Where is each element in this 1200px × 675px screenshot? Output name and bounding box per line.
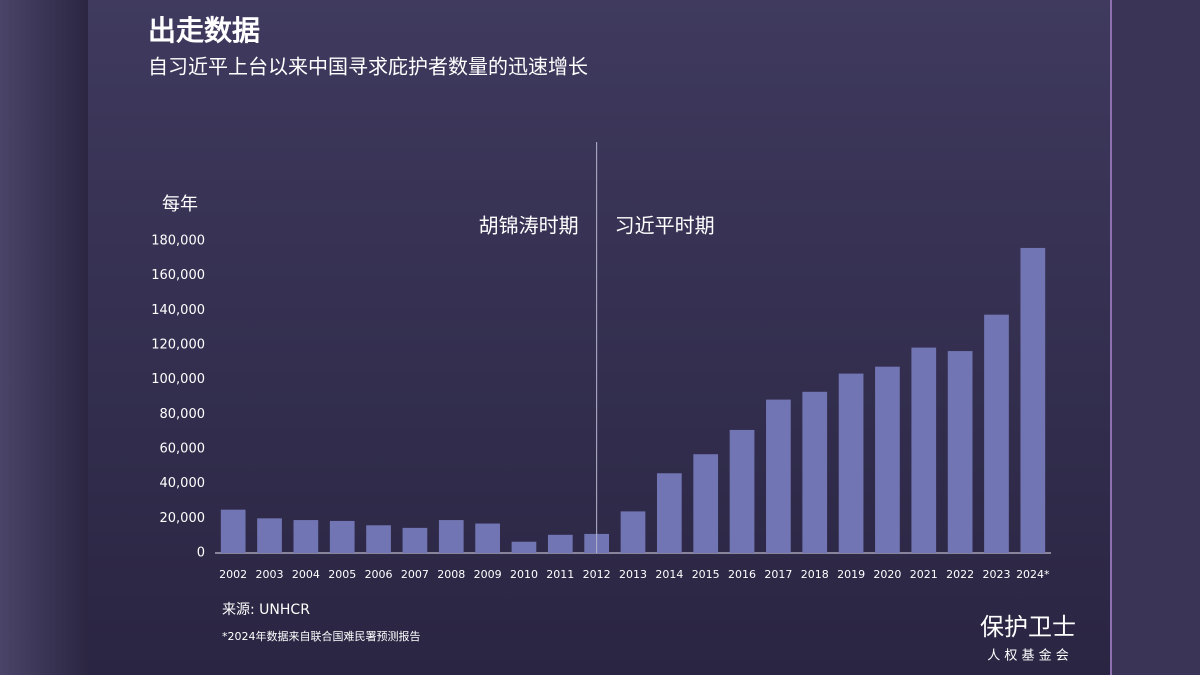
y-tick-label: 0 [197, 546, 205, 561]
y-tick-label: 40,000 [160, 476, 206, 491]
bar [366, 525, 391, 553]
x-tick-label: 2022 [946, 568, 974, 581]
x-tick-label: 2016 [728, 568, 756, 581]
x-tick-label: 2014 [655, 568, 683, 581]
x-tick-label: 2004 [292, 568, 320, 581]
x-tick-label: 2020 [873, 568, 901, 581]
bar [911, 347, 937, 553]
bar [802, 391, 828, 553]
x-tick-label: 2015 [692, 568, 720, 581]
x-tick-label: 2011 [546, 568, 574, 581]
side-panel [1112, 0, 1200, 675]
bar [402, 527, 428, 553]
bar [984, 314, 1009, 553]
x-tick-label: 2019 [837, 568, 865, 581]
x-tick-label: 2013 [619, 568, 647, 581]
chart-title: 出走数据 [148, 14, 260, 47]
bar [693, 454, 719, 553]
x-tick-label: 2021 [910, 568, 938, 581]
y-tick-label: 180,000 [151, 234, 205, 249]
x-tick-label: 2006 [365, 568, 393, 581]
bar [511, 541, 537, 553]
x-tick-label: 2008 [437, 568, 465, 581]
footnote: *2024年数据来自联合国难民署预测报告 [222, 629, 421, 643]
chart-subtitle: 自习近平上台以来中国寻求庇护者数量的迅速增长 [148, 55, 588, 79]
bar [257, 518, 282, 553]
brand-name: 保护卫士 [980, 613, 1076, 641]
y-tick-label: 140,000 [151, 303, 205, 318]
x-tick-label: 2010 [510, 568, 538, 581]
bar [547, 534, 573, 553]
bar [766, 399, 791, 553]
annotation: 胡锦涛时期 [479, 214, 579, 238]
y-tick-label: 160,000 [151, 268, 205, 283]
bar [729, 429, 755, 553]
x-tick-label: 2024* [1016, 568, 1050, 581]
bar [329, 520, 355, 553]
brand-tagline: 人 权 基 金 会 [987, 648, 1069, 664]
y-axis-label: 每年 [162, 194, 198, 215]
x-tick-label: 2005 [328, 568, 356, 581]
bar [438, 520, 464, 553]
bar [947, 351, 973, 553]
y-tick-label: 60,000 [160, 442, 206, 457]
bar [220, 509, 246, 553]
main-panel [88, 0, 1112, 675]
x-tick-label: 2003 [256, 568, 284, 581]
y-tick-label: 100,000 [151, 372, 205, 387]
bar [838, 373, 864, 553]
bar [875, 366, 900, 553]
bar [1020, 247, 1046, 553]
y-tick-label: 120,000 [151, 338, 205, 353]
x-tick-label: 2002 [219, 568, 247, 581]
source: 来源: UNHCR [222, 602, 310, 618]
bar [475, 523, 500, 553]
x-tick-label: 2018 [801, 568, 829, 581]
side-panel [0, 0, 88, 675]
x-tick-label: 2009 [474, 568, 502, 581]
bar [656, 473, 682, 553]
bar [293, 520, 319, 553]
y-tick-label: 20,000 [160, 511, 206, 526]
x-tick-label: 2012 [583, 568, 611, 581]
x-tick-label: 2007 [401, 568, 429, 581]
bar [620, 511, 646, 553]
annotation: 习近平时期 [615, 214, 715, 238]
y-tick-label: 80,000 [160, 407, 206, 422]
x-tick-label: 2023 [982, 568, 1010, 581]
x-tick-label: 2017 [764, 568, 792, 581]
